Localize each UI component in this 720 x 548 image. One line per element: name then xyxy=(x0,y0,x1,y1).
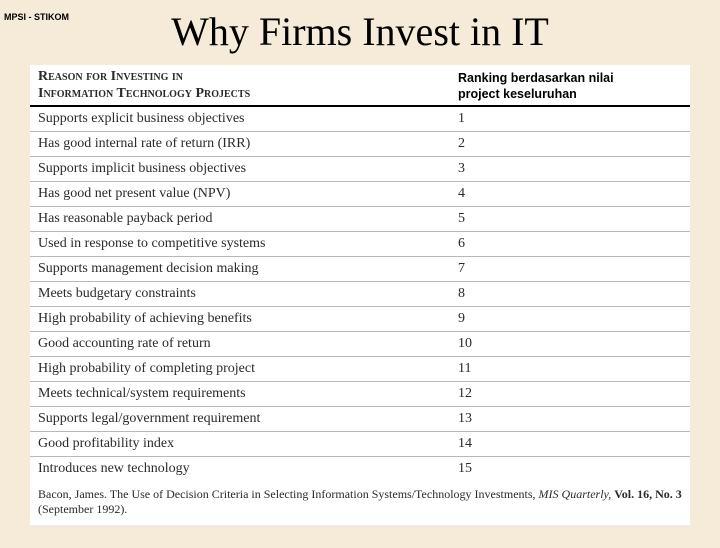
cell-rank: 8 xyxy=(452,286,682,302)
header-reason-line1: Reason for Investing in xyxy=(38,69,183,84)
cell-rank: 11 xyxy=(452,361,682,377)
table-row: Supports legal/government requirement13 xyxy=(30,407,690,432)
table-row: Has good net present value (NPV)4 xyxy=(30,182,690,207)
cell-rank: 15 xyxy=(452,461,682,477)
reasons-table: Reason for Investing in Information Tech… xyxy=(30,65,690,525)
table-row: High probability of completing project11 xyxy=(30,357,690,382)
table-row: Has reasonable payback period5 xyxy=(30,207,690,232)
cell-rank: 10 xyxy=(452,336,682,352)
table-row: Introduces new technology15 xyxy=(30,457,690,481)
table-row: Good profitability index14 xyxy=(30,432,690,457)
table-row: Meets budgetary constraints8 xyxy=(30,282,690,307)
cell-rank: 3 xyxy=(452,161,682,177)
citation: Bacon, James. The Use of Decision Criter… xyxy=(30,481,690,525)
header-reason: Reason for Investing in Information Tech… xyxy=(38,69,452,103)
table-row: Meets technical/system requirements12 xyxy=(30,382,690,407)
citation-journal: MIS Quarterly, xyxy=(539,487,612,501)
table-row: Supports explicit business objectives1 xyxy=(30,107,690,132)
cell-reason: Has reasonable payback period xyxy=(38,211,452,227)
citation-date: (September 1992). xyxy=(38,502,127,516)
cell-rank: 14 xyxy=(452,436,682,452)
cell-reason: Meets budgetary constraints xyxy=(38,286,452,302)
cell-reason: Supports management decision making xyxy=(38,261,452,277)
header-rank-line2: project keseluruhan xyxy=(458,87,577,101)
table-row: High probability of achieving benefits9 xyxy=(30,307,690,332)
table-row: Supports management decision making7 xyxy=(30,257,690,282)
corner-label: MPSI - STIKOM xyxy=(4,12,69,22)
table-row: Good accounting rate of return10 xyxy=(30,332,690,357)
cell-reason: Supports explicit business objectives xyxy=(38,111,452,127)
page-title: Why Firms Invest in IT xyxy=(0,8,720,55)
cell-reason: High probability of achieving benefits xyxy=(38,311,452,327)
cell-rank: 2 xyxy=(452,136,682,152)
header-rank-line1: Ranking berdasarkan nilai xyxy=(458,71,614,85)
cell-reason: Good accounting rate of return xyxy=(38,336,452,352)
cell-rank: 5 xyxy=(452,211,682,227)
cell-rank: 12 xyxy=(452,386,682,402)
header-rank: Ranking berdasarkan nilai project keselu… xyxy=(452,71,682,102)
cell-rank: 4 xyxy=(452,186,682,202)
cell-rank: 7 xyxy=(452,261,682,277)
cell-reason: Has good internal rate of return (IRR) xyxy=(38,136,452,152)
cell-reason: Meets technical/system requirements xyxy=(38,386,452,402)
table-row: Used in response to competitive systems6 xyxy=(30,232,690,257)
cell-rank: 6 xyxy=(452,236,682,252)
cell-reason: Introduces new technology xyxy=(38,461,452,477)
cell-reason: Good profitability index xyxy=(38,436,452,452)
cell-rank: 9 xyxy=(452,311,682,327)
table-row: Supports implicit business objectives3 xyxy=(30,157,690,182)
cell-rank: 1 xyxy=(452,111,682,127)
cell-reason: Used in response to competitive systems xyxy=(38,236,452,252)
citation-author: Bacon, James. xyxy=(38,487,107,501)
cell-reason: High probability of completing project xyxy=(38,361,452,377)
table-header: Reason for Investing in Information Tech… xyxy=(30,65,690,107)
cell-reason: Has good net present value (NPV) xyxy=(38,186,452,202)
header-reason-line2: Information Technology Projects xyxy=(38,86,250,101)
cell-rank: 13 xyxy=(452,411,682,427)
table-row: Has good internal rate of return (IRR)2 xyxy=(30,132,690,157)
cell-reason: Supports legal/government requirement xyxy=(38,411,452,427)
cell-reason: Supports implicit business objectives xyxy=(38,161,452,177)
citation-title: The Use of Decision Criteria in Selectin… xyxy=(110,487,536,501)
citation-vol: Vol. 16, No. 3 xyxy=(614,487,682,501)
